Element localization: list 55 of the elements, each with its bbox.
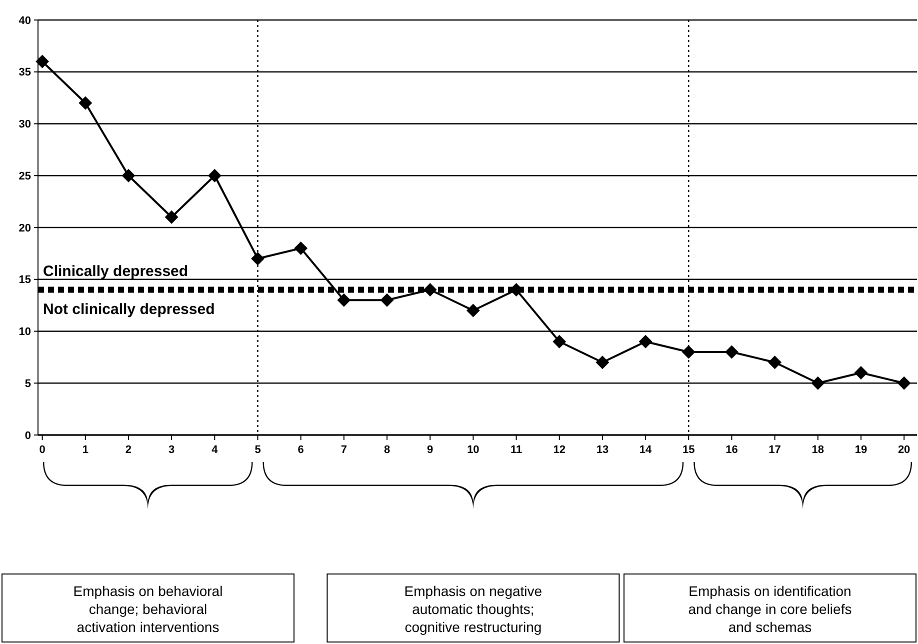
x-tick-label: 1 — [82, 444, 88, 456]
text: Emphasis on negative automatic thoughts; cognitive restructuring — [404, 583, 542, 635]
y-tick-label: 10 — [18, 326, 31, 338]
annotation: Clinically depressed — [43, 262, 188, 280]
point — [122, 169, 135, 182]
y-tick-label: 5 — [24, 378, 31, 390]
x-tick-label: 0 — [39, 444, 46, 456]
point — [466, 304, 480, 317]
x-tick-label: 3 — [168, 444, 175, 456]
x-tick-label: 17 — [768, 444, 781, 456]
point — [682, 346, 696, 358]
y-tick-label: 30 — [18, 118, 31, 131]
text: Emphasis on identification and change in core beliefs and schemas — [688, 583, 852, 635]
x-tick-label: 4 — [212, 444, 219, 456]
point — [552, 335, 566, 348]
x-tick-label: 5 — [254, 444, 261, 456]
y-tick-label: 40 — [18, 14, 31, 27]
x-tick-label: 7 — [340, 444, 347, 456]
point — [165, 210, 178, 224]
point — [768, 356, 782, 369]
x-tick-label: 9 — [427, 444, 434, 456]
annotation: Not clinically depressed — [43, 300, 215, 318]
point — [380, 294, 394, 307]
y-tick-label: 0 — [24, 430, 31, 442]
point — [36, 55, 49, 68]
y-tick-label: 20 — [18, 222, 31, 234]
x-tick-label: 20 — [898, 444, 910, 456]
point — [898, 376, 911, 390]
x-tick-label: 14 — [639, 444, 653, 456]
point — [596, 356, 609, 369]
x-tick-label: 8 — [384, 444, 390, 456]
x-tick-label: 12 — [553, 444, 566, 456]
point — [725, 346, 738, 358]
x-tick-label: 11 — [510, 444, 522, 456]
point — [639, 335, 652, 348]
point — [424, 283, 437, 296]
x-tick-label: 13 — [596, 444, 609, 456]
point — [294, 242, 308, 255]
x-tick-label: 10 — [467, 444, 480, 456]
x-tick-label: 16 — [726, 444, 738, 456]
point — [251, 252, 264, 266]
point — [78, 96, 92, 110]
point — [811, 376, 824, 390]
y-tick-label: 35 — [18, 66, 31, 79]
x-tick-label: 6 — [298, 444, 304, 456]
point — [854, 366, 868, 380]
y-tick-label: 15 — [18, 274, 31, 286]
x-tick-label: 19 — [854, 444, 868, 456]
point — [337, 294, 350, 307]
point — [208, 169, 222, 182]
x-tick-label: 18 — [812, 444, 824, 456]
y-tick-label: 25 — [18, 170, 31, 182]
text: Emphasis on behavioral change; behavioral activation interventions — [73, 583, 223, 635]
x-tick-label: 15 — [682, 444, 695, 456]
x-tick-label: 2 — [125, 444, 132, 456]
